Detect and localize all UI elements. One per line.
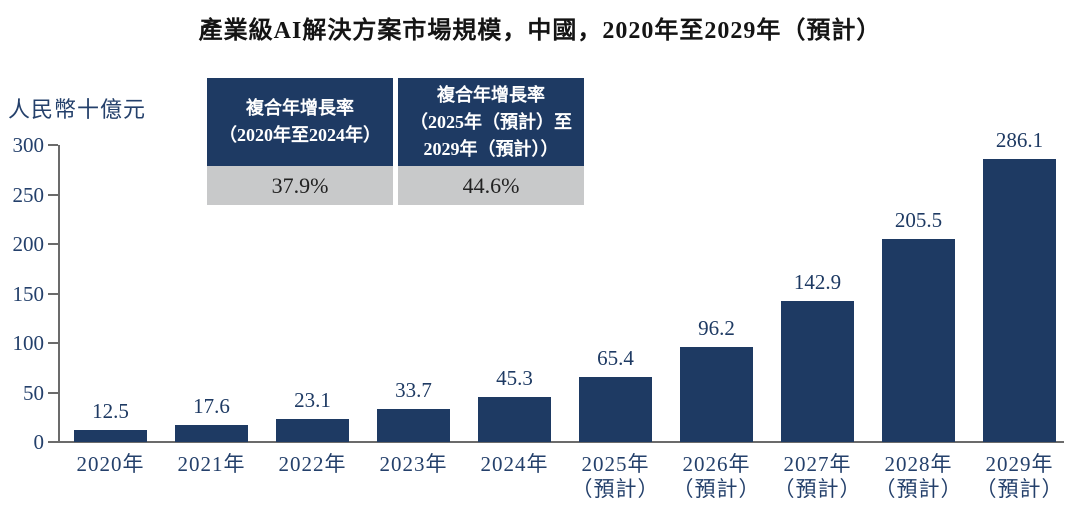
x-axis-label-note: （預計） (874, 477, 963, 501)
y-axis-tick-label: 50 (23, 380, 44, 405)
cagr-column-historical: 複合年增長率 （2020年至2024年） 37.9% (207, 78, 393, 205)
y-axis-line (58, 145, 60, 442)
cagr-header-line: 複合年增長率 (246, 98, 354, 118)
bar-2024年 (478, 397, 551, 442)
bar-value-label: 142.9 (793, 270, 842, 294)
bar-value-label: 45.3 (496, 366, 533, 390)
bar-2020年 (74, 430, 147, 442)
cagr-header-historical: 複合年增長率 （2020年至2024年） (207, 78, 393, 166)
y-axis-tick (48, 342, 58, 344)
cagr-header-line: 2029年（預計）） (423, 138, 559, 159)
bar-2022年 (276, 419, 349, 442)
x-axis-label: 2022年 (278, 452, 347, 476)
bar-2025年 (579, 377, 652, 442)
x-axis-label: 2028年 (884, 452, 953, 476)
cagr-table: 複合年增長率 （2020年至2024年） 37.9% 複合年增長率 （2025年… (207, 78, 584, 205)
y-axis-unit-label: 人民幣十億元 (8, 97, 147, 122)
x-axis-label-note: （預計） (672, 477, 761, 501)
cagr-value-historical: 37.9% (207, 166, 393, 205)
bar-2029年 (983, 159, 1056, 442)
cagr-header-line: （2025年（預計）至 (410, 111, 572, 132)
x-axis-line (48, 441, 1064, 443)
y-axis-tick (48, 243, 58, 245)
bar-value-label: 205.5 (894, 208, 943, 232)
x-axis-label: 2029年 (985, 452, 1054, 476)
x-axis-label: 2024年 (480, 452, 549, 476)
cagr-header-line: 複合年增長率 (437, 84, 545, 105)
bar-value-label: 17.6 (193, 394, 230, 418)
x-axis-label: 2021年 (177, 452, 246, 476)
bar-2023年 (377, 409, 450, 442)
bar-value-label: 33.7 (395, 378, 432, 402)
chart-title: 產業級AI解決方案市場規模，中國，2020年至2029年（預計） (198, 18, 882, 44)
x-axis-label-note: （預計） (975, 477, 1064, 501)
bar-value-label: 23.1 (294, 388, 331, 412)
y-axis-tick (48, 391, 58, 394)
x-axis-label: 2020年 (76, 452, 145, 476)
y-axis-tick-label: 100 (12, 331, 45, 355)
bar-2021年 (175, 425, 248, 442)
cagr-value-forecast: 44.6% (398, 166, 584, 205)
y-axis-tick-label: 300 (12, 133, 45, 157)
cagr-column-forecast: 複合年增長率 （2025年（預計）至 2029年（預計）） 44.6% (398, 78, 584, 205)
x-axis-label-note: （預計） (773, 477, 862, 501)
bar-2028年 (882, 239, 955, 442)
x-axis-label: 2026年 (682, 452, 751, 476)
bar-value-label: 286.1 (995, 128, 1044, 152)
y-axis-tick-label: 0 (33, 430, 45, 454)
y-axis-tick-label: 250 (12, 182, 45, 207)
y-axis-tick-label: 150 (12, 281, 45, 306)
x-axis-label: 2025年 (581, 452, 650, 476)
bar-2026年 (680, 347, 753, 442)
bar-value-label: 12.5 (92, 399, 129, 423)
bar-value-label: 65.4 (597, 346, 634, 370)
y-axis-tick-label: 200 (12, 232, 45, 256)
bar-value-label: 96.2 (698, 316, 735, 340)
cagr-header-line: （2020年至2024年） (219, 125, 381, 145)
cagr-header-forecast: 複合年增長率 （2025年（預計）至 2029年（預計）） (398, 78, 584, 166)
bar-2027年 (781, 301, 854, 442)
y-axis-tick (48, 441, 58, 443)
x-axis-label-note: （預計） (571, 477, 660, 501)
x-axis-label: 2027年 (783, 452, 852, 476)
x-axis-label: 2023年 (379, 452, 448, 476)
y-axis-tick (48, 193, 58, 196)
y-axis-tick (48, 144, 58, 146)
y-axis-tick (48, 292, 58, 295)
